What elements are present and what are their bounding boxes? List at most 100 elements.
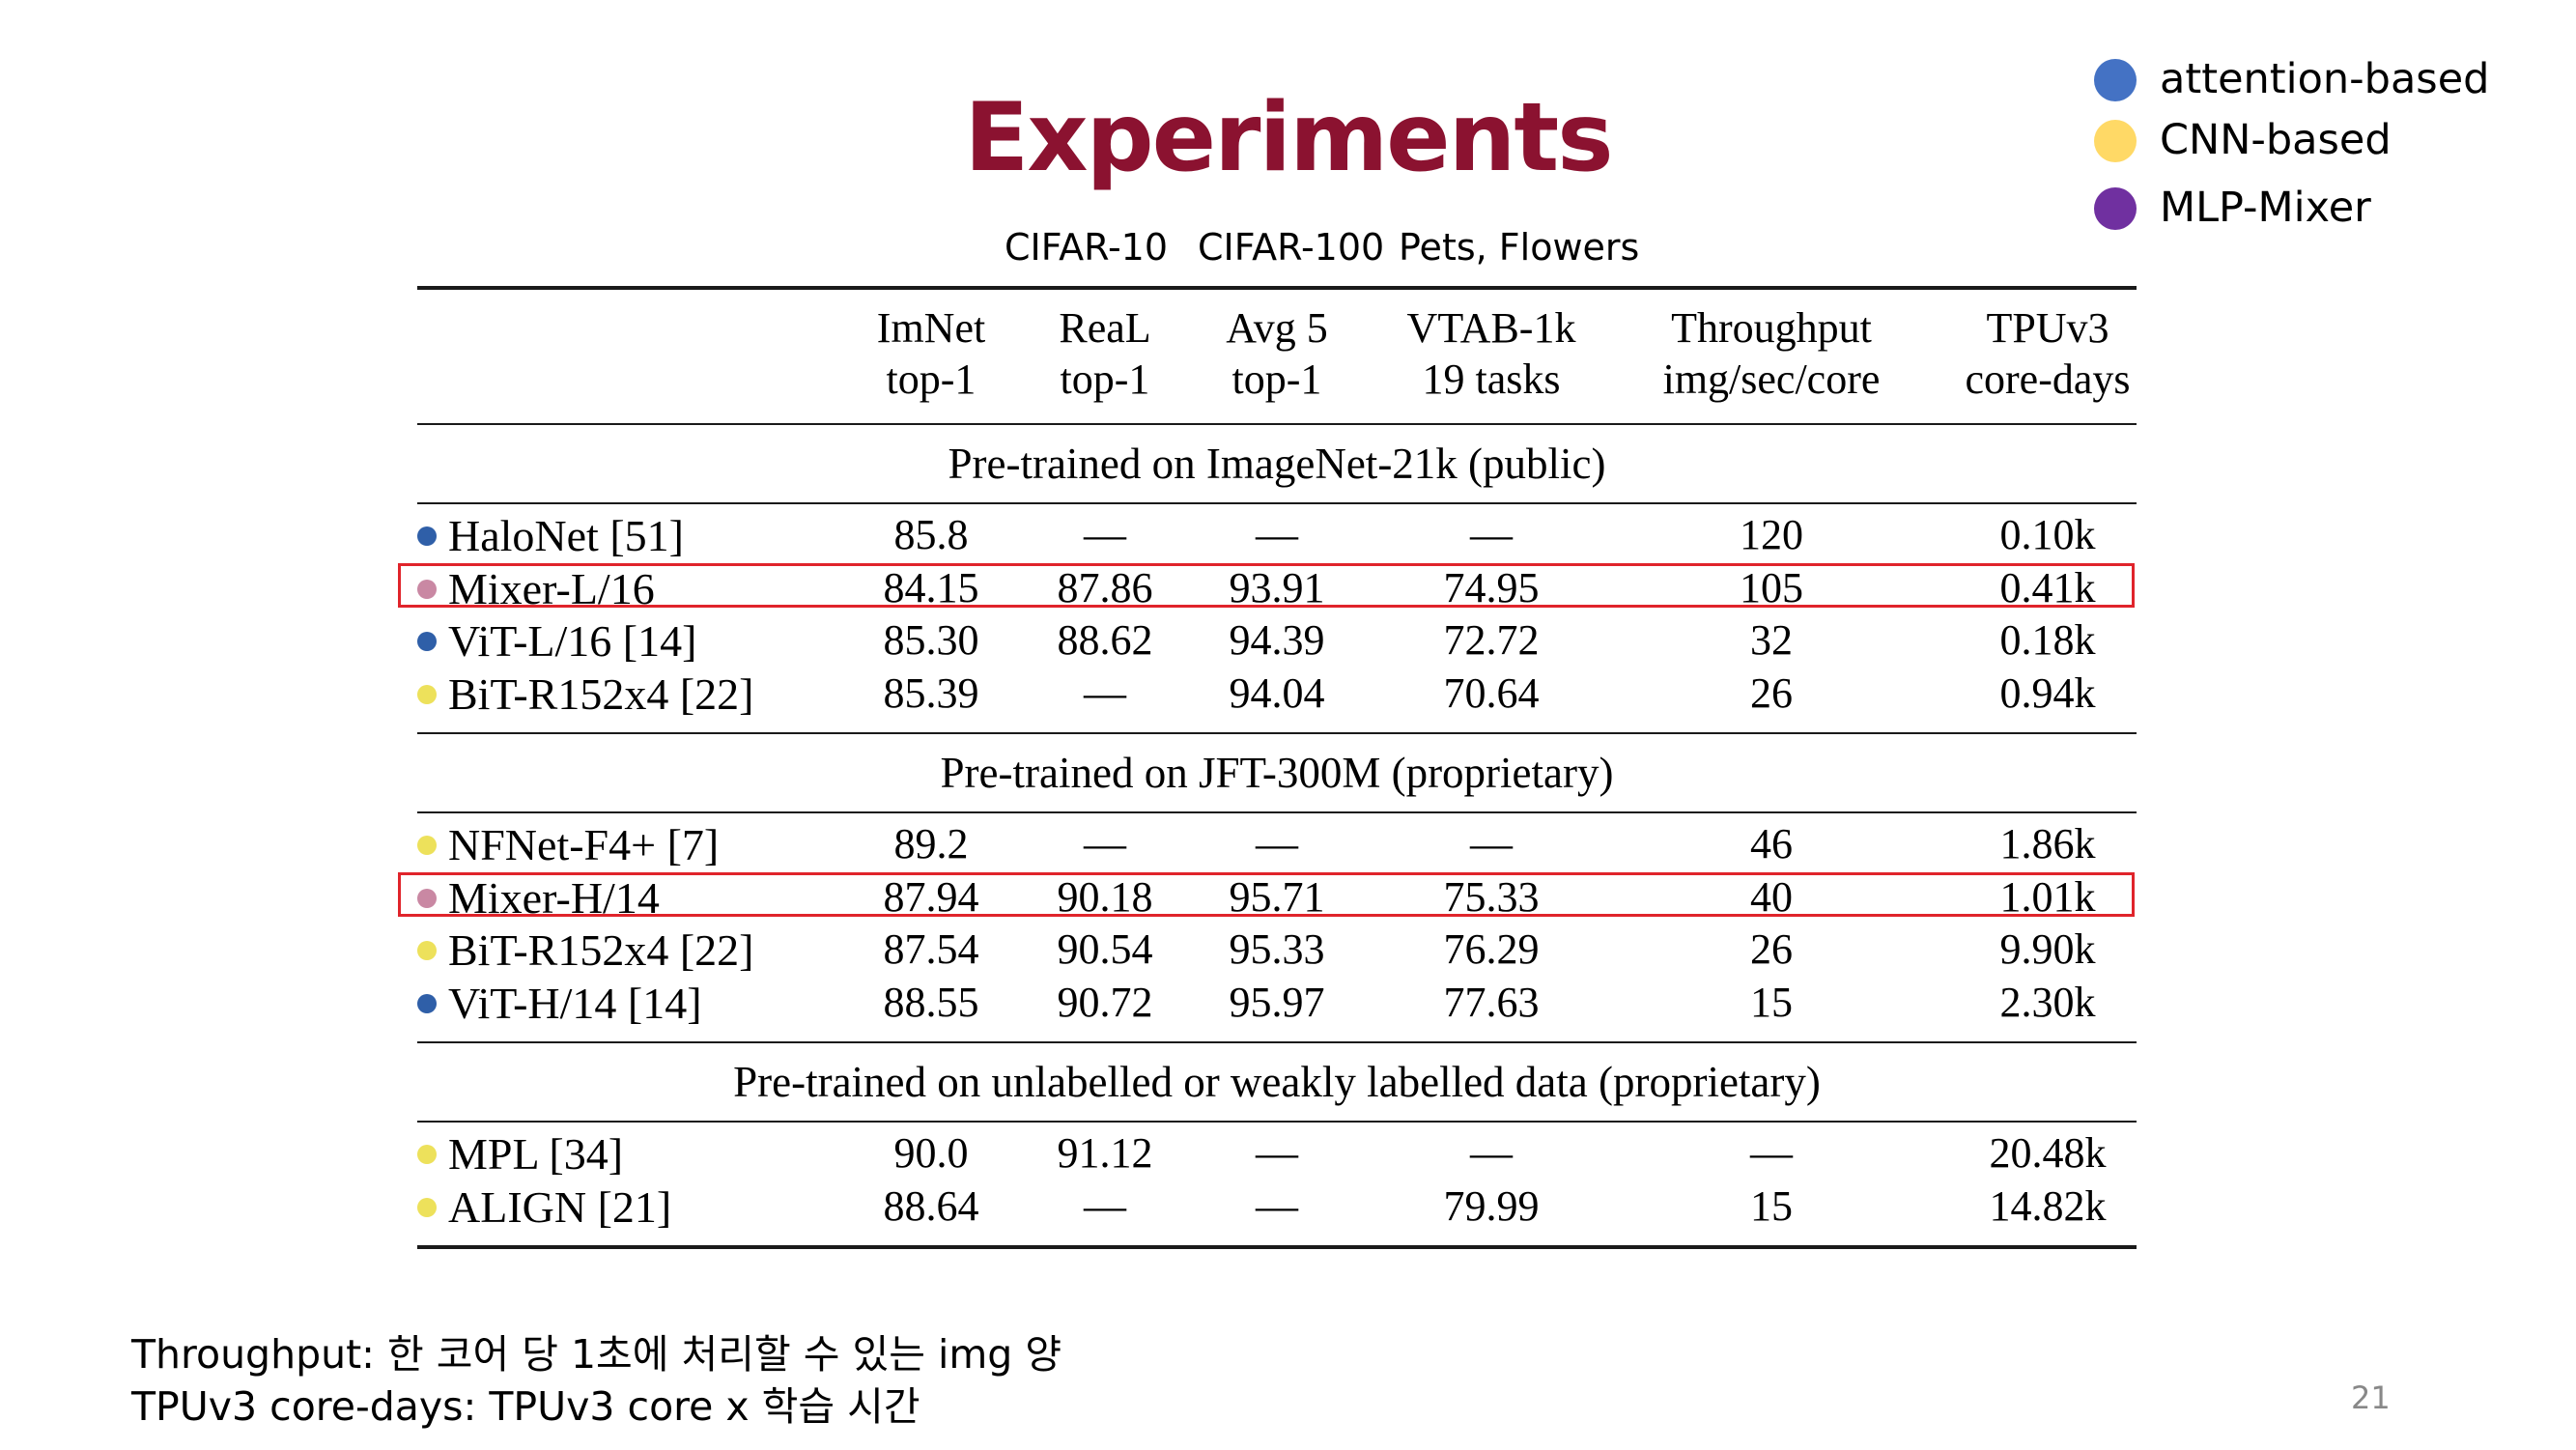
bullet-icon xyxy=(417,684,437,704)
column-header-line2: top-1 xyxy=(1060,355,1150,403)
results-table: ImNet top-1 ReaL top-1 Avg 5 top-1 VTAB-1k 19 t… xyxy=(398,286,2137,1271)
table-cell: — xyxy=(1750,1129,1793,1177)
table-cell: 90.54 xyxy=(1057,925,1153,973)
table-cell: 87.86 xyxy=(1057,563,1153,611)
column-header-line2: top-1 xyxy=(886,355,977,403)
table-cell: 76.29 xyxy=(1443,925,1540,973)
table-cell: 120 xyxy=(1740,511,1803,558)
table-cell: — xyxy=(1084,820,1126,867)
table-cell: 95.71 xyxy=(1229,872,1325,921)
table-rule xyxy=(417,811,2137,813)
table-cell: 72.72 xyxy=(1443,616,1540,664)
table-rule xyxy=(417,732,2137,734)
model-name: Mixer-L/16 xyxy=(417,566,655,611)
section-title: Pre-trained on ImageNet-21k (public) xyxy=(948,440,1606,488)
bullet-icon xyxy=(417,993,437,1013)
yellow-circle-icon xyxy=(2094,120,2137,162)
column-header-line2: img/sec/core xyxy=(1662,355,1881,403)
table-cell: 95.33 xyxy=(1229,925,1325,973)
table-cell: 74.95 xyxy=(1443,563,1540,611)
column-header-line2: top-1 xyxy=(1231,355,1322,403)
table-cell: 87.94 xyxy=(883,872,979,921)
table-cell: 0.18k xyxy=(1999,616,2096,664)
table-cell: — xyxy=(1084,511,1126,558)
table-cell: 88.62 xyxy=(1057,616,1153,664)
table-cell: 0.10k xyxy=(1999,511,2096,558)
table-cell: 94.39 xyxy=(1229,616,1325,664)
table-cell: 14.82k xyxy=(1989,1181,2107,1230)
purple-circle-icon xyxy=(2094,187,2137,230)
table-cell: 26 xyxy=(1750,925,1793,973)
table-cell: 1.01k xyxy=(1999,872,2096,921)
model-label: HaloNet [51] xyxy=(448,511,684,560)
table-cell: 85.8 xyxy=(893,511,969,558)
table-cell: — xyxy=(1084,1181,1126,1230)
table-cell: 88.64 xyxy=(883,1181,979,1230)
table-cell: 32 xyxy=(1750,616,1793,664)
table-rule xyxy=(417,502,2137,504)
table-cell: — xyxy=(1256,820,1298,867)
table-cell: 2.30k xyxy=(1999,978,2096,1026)
column-header-line1: ReaL xyxy=(1059,304,1151,352)
bullet-icon xyxy=(417,579,437,599)
model-name: ViT-H/14 [14] xyxy=(417,981,702,1026)
slide-title: Experiments xyxy=(964,83,1613,193)
model-name: NFNet-F4+ [7] xyxy=(417,823,719,867)
table-rule xyxy=(417,286,2137,290)
highlight-box xyxy=(398,871,2135,917)
section-title: Pre-trained on unlabelled or weakly labe… xyxy=(733,1058,1821,1106)
table-cell: 0.94k xyxy=(1999,668,2096,717)
bullet-icon xyxy=(417,526,437,547)
model-name: HaloNet [51] xyxy=(417,514,684,558)
table-cell: 46 xyxy=(1750,820,1793,867)
table-rule xyxy=(417,1245,2137,1249)
table-rule xyxy=(417,423,2137,425)
table-cell: — xyxy=(1256,511,1298,558)
table-cell: — xyxy=(1470,820,1513,867)
note-core-days: TPUv3 core-days: TPUv3 core x 학습 시간 xyxy=(131,1383,920,1430)
table-cell: — xyxy=(1256,1181,1298,1230)
table-cell: — xyxy=(1470,511,1513,558)
column-header: ReaL top-1 xyxy=(960,303,1250,406)
table-cell: 105 xyxy=(1740,563,1803,611)
note-throughput: Throughput: 한 코어 당 1초에 처리할 수 있는 img 양 xyxy=(131,1331,1062,1378)
table-cell: 26 xyxy=(1750,668,1793,717)
table-cell: 89.2 xyxy=(893,820,969,867)
page-number: 21 xyxy=(2351,1379,2391,1416)
table-cell: 15 xyxy=(1750,1181,1793,1230)
legend-label: CNN-based xyxy=(2160,116,2392,164)
column-header-line1: TPUv3 xyxy=(1986,304,2109,352)
bullet-icon xyxy=(417,888,437,908)
column-header-line2: 19 tasks xyxy=(1422,355,1561,403)
model-label: ALIGN [21] xyxy=(448,1181,672,1232)
table-cell: 15 xyxy=(1750,978,1793,1026)
table-rule xyxy=(417,1041,2137,1043)
table-cell: 90.72 xyxy=(1057,978,1153,1026)
column-header-line1: ImNet xyxy=(876,304,986,352)
model-name: ALIGN [21] xyxy=(417,1181,672,1232)
column-header: ImNet top-1 xyxy=(786,303,1076,406)
table-cell: 75.33 xyxy=(1443,872,1540,921)
blue-circle-icon xyxy=(2094,59,2137,101)
table-cell: 85.30 xyxy=(883,616,979,664)
bullet-icon xyxy=(417,836,437,856)
table-cell: 87.54 xyxy=(883,925,979,973)
table-cell: 0.41k xyxy=(1999,563,2096,611)
model-name: MPL [34] xyxy=(417,1132,623,1177)
table-cell: 40 xyxy=(1750,872,1793,921)
table-cell: 84.15 xyxy=(883,563,979,611)
table-cell: 90.0 xyxy=(893,1129,969,1177)
column-header: TPUv3 core-days xyxy=(1903,303,2193,406)
bullet-icon xyxy=(417,1145,437,1165)
table-cell: — xyxy=(1084,668,1126,717)
bullet-icon xyxy=(417,632,437,652)
table-cell: 70.64 xyxy=(1443,668,1540,717)
model-name: ViT-L/16 [14] xyxy=(417,619,696,664)
column-header-line1: VTAB-1k xyxy=(1406,304,1576,352)
model-label: ViT-H/14 [14] xyxy=(448,978,702,1028)
model-label: MPL [34] xyxy=(448,1129,624,1179)
bullet-icon xyxy=(417,1197,437,1217)
section-title: Pre-trained on JFT-300M (proprietary) xyxy=(940,749,1614,797)
legend-label: MLP-Mixer xyxy=(2160,184,2371,232)
model-name: Mixer-H/14 xyxy=(417,875,660,921)
